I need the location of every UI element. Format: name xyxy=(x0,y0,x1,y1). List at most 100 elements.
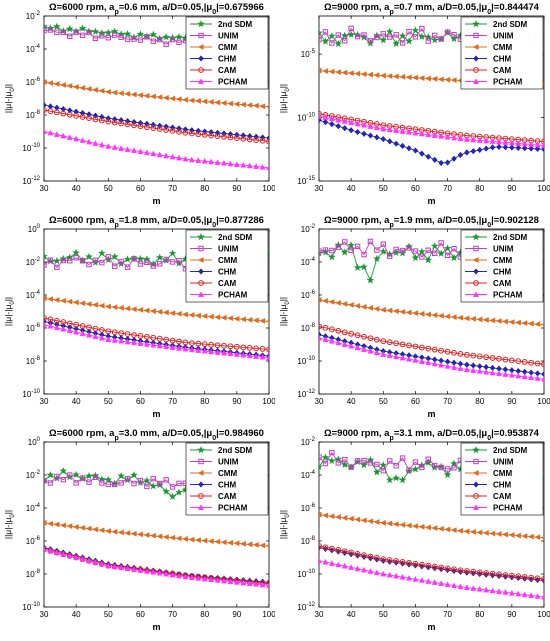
data-point-unim xyxy=(47,257,54,263)
data-point-pcham xyxy=(105,562,112,569)
data-point-cam xyxy=(354,332,361,339)
data-point-unim xyxy=(335,32,341,38)
data-point-cmm xyxy=(47,296,54,303)
data-point-pcham xyxy=(86,138,92,145)
data-point-cam xyxy=(483,570,490,576)
data-point-unim xyxy=(163,256,169,263)
data-point-cmm xyxy=(463,315,470,322)
data-point-cam xyxy=(515,358,522,365)
chart-panel-2: Ω=9000 rpm, ap=0.7 mm, a/D=0.05,|μ0|=0.8… xyxy=(278,2,550,206)
data-point-unim xyxy=(112,481,118,488)
data-point-pcham xyxy=(176,154,182,161)
data-point-cmm xyxy=(341,300,348,307)
data-point-cmm xyxy=(207,313,214,320)
data-point-unim xyxy=(438,36,444,42)
data-point-cam xyxy=(195,131,202,138)
x-tick-label: 30 xyxy=(315,184,324,193)
legend-marker-unim xyxy=(198,32,204,39)
x-tick-label: 80 xyxy=(200,610,209,619)
data-point-chm xyxy=(227,131,234,138)
x-tick-label: 70 xyxy=(168,610,177,619)
data-point-pcham xyxy=(319,334,322,341)
data-point-chm xyxy=(399,560,406,567)
data-point-pcham xyxy=(444,363,451,369)
data-point-cmm xyxy=(347,515,354,522)
data-point-unim xyxy=(112,263,118,269)
data-point-unim xyxy=(176,257,182,264)
data-point-pcham xyxy=(240,579,247,586)
data-point-pcham xyxy=(240,161,247,168)
data-point-unim xyxy=(451,465,457,471)
data-point-chm xyxy=(176,125,182,132)
data-point-pcham xyxy=(528,374,535,380)
data-point-pcham xyxy=(361,346,367,352)
data-point-unim xyxy=(44,262,47,268)
data-point-unim xyxy=(432,32,438,39)
data-point-pcham xyxy=(502,371,509,377)
data-point-unim xyxy=(329,40,335,46)
data-point-pcham xyxy=(105,336,112,342)
y-axis-label: ||μ|-|μ0|| xyxy=(3,510,16,539)
data-point-unim xyxy=(60,29,66,36)
legend-marker-unim xyxy=(198,245,204,252)
data-point-chm xyxy=(509,144,515,151)
chart-title: Ω=6000 rpm, ap=1.8 mm, a/D=0.05,|μ0|=0.8… xyxy=(49,215,264,229)
chart-panel-3: Ω=6000 rpm, ap=1.8 mm, a/D=0.05,|μ0|=0.8… xyxy=(3,215,275,419)
y-tick-label: 10-4 xyxy=(301,470,316,480)
data-point-pcham xyxy=(335,116,342,123)
data-point-unim xyxy=(419,464,425,471)
data-point-unim xyxy=(354,243,361,250)
data-point-chm xyxy=(247,133,253,140)
data-point-unim xyxy=(86,29,92,36)
x-tick-label: 40 xyxy=(347,610,356,619)
data-point-chm xyxy=(354,128,361,136)
data-point-pcham xyxy=(124,146,131,152)
data-point-unim xyxy=(144,259,150,265)
data-point-chm xyxy=(425,564,431,571)
data-point-pcham xyxy=(341,341,348,347)
data-point-unim xyxy=(67,33,73,39)
data-point-chm xyxy=(163,123,169,130)
data-point-chm xyxy=(534,145,541,153)
data-point-cam xyxy=(156,126,163,132)
data-point-unim xyxy=(432,462,438,469)
data-point-pcham xyxy=(380,125,387,132)
data-point-pcham xyxy=(246,580,253,586)
data-point-cam xyxy=(418,561,425,568)
plot-area xyxy=(318,15,545,182)
x-tick-label: 60 xyxy=(411,397,420,406)
data-point-pcham xyxy=(227,350,234,357)
data-point-cmm xyxy=(156,308,163,315)
data-point-pcham xyxy=(169,571,176,578)
data-point-2nd-sdm xyxy=(46,470,55,479)
data-point-cmm xyxy=(476,529,483,536)
data-point-pcham xyxy=(66,552,73,559)
data-point-cam xyxy=(182,129,189,136)
series-markers-cmm xyxy=(44,519,269,549)
data-point-pcham xyxy=(124,338,131,345)
data-point-pcham xyxy=(60,550,67,557)
series-line-cam xyxy=(319,545,544,580)
data-point-chm xyxy=(380,557,386,564)
data-point-unim xyxy=(73,29,79,35)
data-point-2nd-sdm xyxy=(175,32,183,41)
series-markers-cmm xyxy=(44,295,269,324)
data-point-unim xyxy=(387,458,393,464)
data-point-cam xyxy=(367,553,374,560)
data-point-cam xyxy=(328,326,335,333)
data-point-pcham xyxy=(156,569,163,576)
data-point-pcham xyxy=(137,340,144,346)
data-point-cam xyxy=(406,342,412,349)
data-point-pcham xyxy=(508,371,515,378)
data-point-cmm xyxy=(405,309,412,316)
data-point-cmm xyxy=(534,321,541,328)
data-point-cam xyxy=(259,346,266,352)
legend-marker-pcham xyxy=(473,291,479,297)
data-point-pcham xyxy=(418,130,425,137)
y-tick-label: 10-2 xyxy=(301,437,316,447)
data-point-pcham xyxy=(393,572,400,579)
data-point-pcham xyxy=(541,142,544,148)
data-point-cmm xyxy=(85,525,92,532)
data-point-chm xyxy=(348,127,354,134)
y-tick-label: 10-2 xyxy=(26,11,41,21)
